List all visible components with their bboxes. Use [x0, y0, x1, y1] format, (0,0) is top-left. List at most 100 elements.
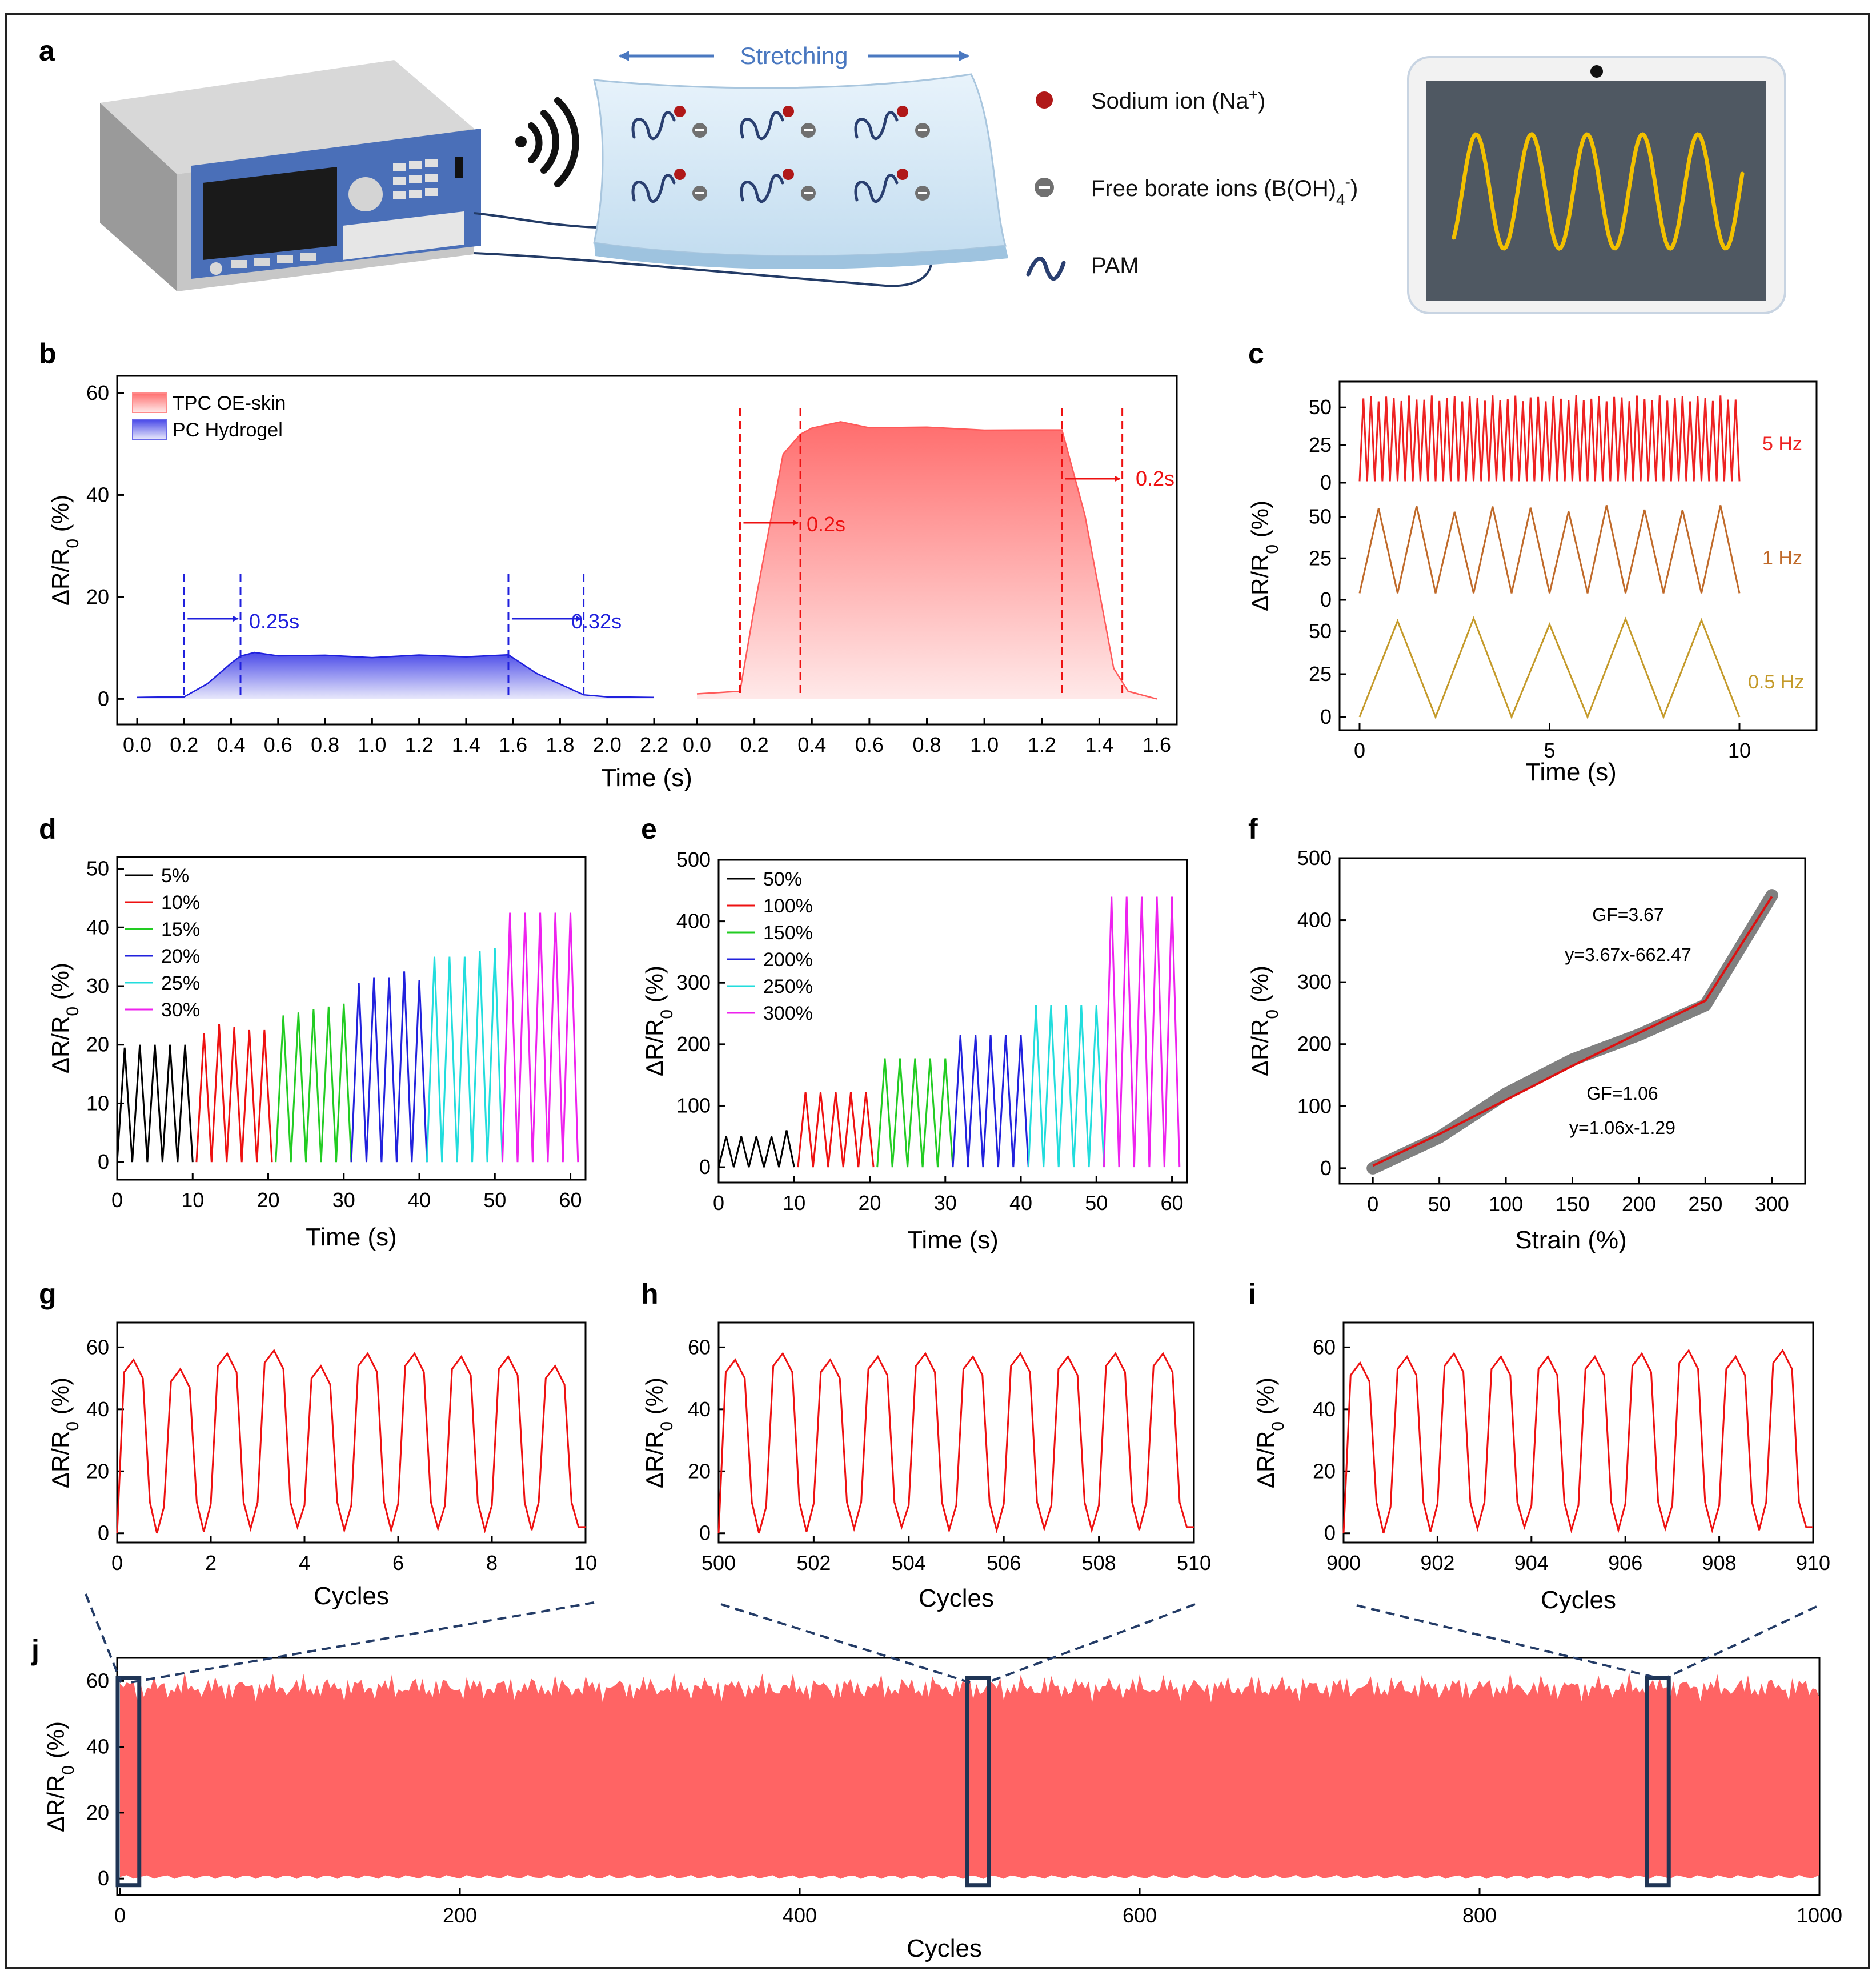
f-ytick-label: 300: [1297, 970, 1332, 993]
e-xtick-label: 40: [1009, 1191, 1032, 1215]
pam-chain: [631, 111, 676, 141]
g-xtick-label: 0: [111, 1551, 123, 1575]
legend-swatch-pc: [132, 419, 167, 440]
legend-borate-tail: ): [1350, 176, 1358, 201]
h-xtick-label: 504: [892, 1551, 926, 1575]
d-xtick-label: 40: [408, 1188, 431, 1212]
legend-label-e-50: 50%: [763, 868, 802, 890]
sodium-ion: [783, 106, 794, 117]
e-ytick-label: 500: [676, 848, 711, 871]
g-xtick-label: 2: [205, 1551, 217, 1575]
wireless-signal-icon: [515, 97, 579, 187]
i-ytick-label: 40: [1313, 1397, 1336, 1421]
j-xtick-label: 800: [1462, 1904, 1497, 1927]
j-xtick-label: 400: [783, 1904, 817, 1927]
panel-a-schematic: a Stretching: [39, 35, 1786, 314]
legend-label-e-100: 100%: [763, 895, 813, 917]
e-xtick-label: 30: [934, 1191, 957, 1215]
camera-icon: [1590, 65, 1603, 78]
b-right-xtick-label: 0.6: [855, 733, 884, 756]
panel-f-gauge-factor: f 0 100 200 300 400 500 0 50 100 150 200 250 300 ΔR/…: [1246, 813, 1806, 1254]
tablet-waveform: [1452, 132, 1745, 251]
legend-d: 5% 10% 15% 20% 25% 30%: [125, 865, 200, 1021]
legend-label-d-15: 15%: [161, 919, 200, 940]
legend-label-tpc: TPC OE-skin: [173, 392, 286, 414]
j-xtick-label: 600: [1123, 1904, 1157, 1927]
pam-chain: [631, 174, 676, 203]
d-ytick-label: 10: [86, 1091, 109, 1115]
f-xtick-label: 0: [1367, 1192, 1378, 1216]
y-axis-label-e: ΔR/R0 (%): [641, 966, 676, 1076]
c-xtick-label: 10: [1728, 739, 1751, 762]
legend-sodium-sup: +: [1249, 86, 1258, 103]
y-axis-label-f: ΔR/R0 (%): [1246, 966, 1282, 1076]
series-i-cycles: [1342, 1348, 1813, 1534]
legend-e: 50% 100% 150% 200% 250% 300%: [727, 868, 813, 1024]
y-axis-label-h: ΔR/R0 (%): [641, 1377, 676, 1488]
svg-text:Free borate ions (B(OH)4-): Free borate ions (B(OH)4-): [1091, 173, 1358, 209]
plot-area-d: 0 10 20 30 40 50 0 10 20 30 40 50 60: [86, 857, 582, 1212]
panel-label-j: j: [31, 1634, 39, 1666]
d-ytick-label: 20: [86, 1033, 109, 1056]
c-1Hz-ytick-label: 50: [1309, 505, 1332, 528]
legend-b: TPC OE-skin PC Hydrogel: [132, 392, 286, 441]
series-tpc-oe-skin-line: [696, 421, 1157, 700]
plot-area-g: 0 20 40 60 0 2 4 6 8 10: [86, 1335, 597, 1575]
pam-chain: [854, 111, 899, 141]
i-xtick-label: 906: [1608, 1551, 1642, 1575]
b-left-xtick-label: 1.4: [452, 733, 480, 756]
j-ytick-label: 20: [86, 1801, 109, 1824]
d-ytick-label: 30: [86, 974, 109, 997]
c-xtick-label: 5: [1544, 739, 1555, 762]
plot-frame-g: [116, 1321, 587, 1544]
annotation-b-0.32s: 0.32s: [571, 610, 622, 633]
i-ytick-label: 60: [1313, 1335, 1336, 1359]
annotation-eq-3.67: y=3.67x-662.47: [1565, 944, 1691, 965]
d-ytick-label: 50: [86, 857, 109, 880]
label-5hz: 5 Hz: [1762, 433, 1802, 455]
panel-i-cycles-900-910: i 0 20 40 60 900 902 904 906 908 910 ΔR/R0 (%) Cy…: [1248, 1278, 1830, 1614]
series-d-15pct: [275, 1003, 352, 1163]
dial-icon: [348, 177, 383, 211]
plot-frame-e: [717, 859, 1188, 1184]
j-highlight-window: [115, 1676, 142, 1888]
legend-sodium-tail: ): [1258, 89, 1265, 114]
panel-d-low-strain: d 0 10 20 30 40 50 0 10 20 30 40 50 60 ΔR/R0 (%) Tim…: [39, 813, 587, 1251]
plot-area-e: 0 100 200 300 400 500 0 10 20 30 40 50 60: [676, 848, 1184, 1215]
legend-label-d-30: 30%: [161, 999, 200, 1021]
series-pc-hydrogel-line: [137, 651, 655, 698]
panel-c-frequency: c 0 25 50 0 25 50 0 25 50 0 5 10 ΔR/R0 (%) Time (s)…: [1246, 338, 1818, 786]
x-axis-label-e: Time (s): [907, 1226, 999, 1254]
e-ytick-label: 0: [699, 1155, 711, 1179]
b-left-xtick-label: 2.0: [593, 733, 622, 756]
sodium-ion: [897, 169, 908, 180]
series-0.5hz: [1358, 616, 1741, 720]
i-ytick-label: 0: [1324, 1521, 1336, 1545]
y-axis-label-i: ΔR/R0 (%): [1252, 1377, 1288, 1488]
label-1hz: 1 Hz: [1762, 547, 1802, 569]
legend-swatch-tpc: [132, 392, 167, 413]
annotation-eq-1.06: y=1.06x-1.29: [1569, 1117, 1675, 1138]
tablet-display: [1407, 56, 1786, 314]
panel-label-f: f: [1248, 813, 1258, 845]
h-ytick-label: 20: [688, 1459, 711, 1483]
f-xtick-label: 300: [1755, 1192, 1789, 1216]
annotation-b-0.25s: 0.25s: [249, 610, 299, 633]
panel-label-g: g: [39, 1278, 57, 1310]
gel-molecular-motifs: [631, 106, 930, 203]
b-right-xtick-label: 1.0: [970, 733, 999, 756]
series-d-30pct: [502, 912, 579, 1163]
stretching-label: Stretching: [740, 42, 848, 69]
f-ytick-label: 400: [1297, 908, 1332, 932]
legend-label-e-300: 300%: [763, 1003, 813, 1024]
j-highlight-window: [965, 1676, 991, 1888]
series-e-100pct: [797, 1092, 875, 1168]
schematic-legend: Sodium ion (Na+) Free borate ions (B(OH)…: [1026, 86, 1358, 281]
plot-frame-i: [1342, 1321, 1814, 1544]
x-axis-label-j: Cycles: [907, 1934, 982, 1962]
b-left-xtick-label: 1.2: [405, 733, 434, 756]
i-xtick-label: 908: [1702, 1551, 1737, 1575]
